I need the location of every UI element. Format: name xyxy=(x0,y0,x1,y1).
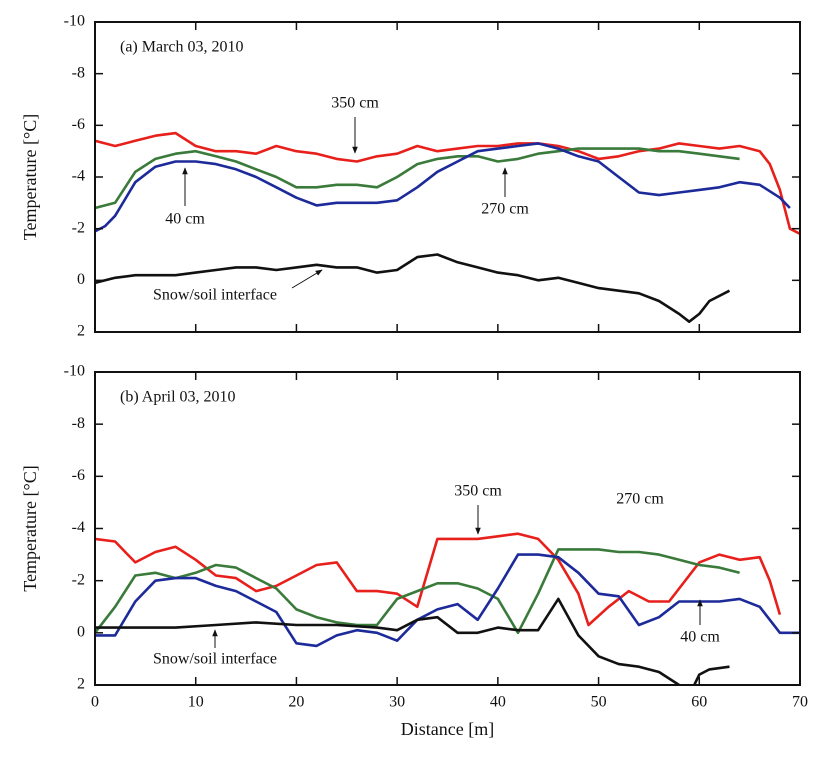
y-tick-label: -10 xyxy=(64,13,85,30)
series-line xyxy=(95,597,730,685)
y-tick-label: 0 xyxy=(77,271,85,288)
plot-frame xyxy=(94,21,801,333)
x-axis-label: Distance [m] xyxy=(401,719,494,739)
x-tick-label: 0 xyxy=(91,694,99,711)
series-annotation: 350 cm xyxy=(454,483,502,500)
series-annotation: 270 cm xyxy=(616,491,664,508)
series-annotation: 40 cm xyxy=(680,629,720,646)
x-tick-label: 40 xyxy=(490,694,506,711)
y-tick-label: -8 xyxy=(72,64,85,81)
panel-title: (b) April 03, 2010 xyxy=(120,389,236,406)
y-tick-label: -6 xyxy=(72,467,85,484)
y-tick-label: 0 xyxy=(77,624,85,641)
series-annotation: Snow/soil interface xyxy=(153,651,277,668)
x-tick-label: 10 xyxy=(188,694,204,711)
y-tick-label: -6 xyxy=(72,116,85,133)
y-tick-label: 2 xyxy=(77,323,85,340)
x-tick-label: 30 xyxy=(389,694,405,711)
x-tick-label: 50 xyxy=(591,694,607,711)
annotation-arrow xyxy=(291,269,323,289)
series-line xyxy=(95,548,740,635)
series-annotation: 40 cm xyxy=(165,211,205,228)
y-tick-label: -4 xyxy=(72,168,85,185)
y-axis-label: Temperature [°C] xyxy=(20,114,40,240)
y-tick-label: -8 xyxy=(72,415,85,432)
series-annotation: 270 cm xyxy=(481,201,529,218)
series-annotation: 350 cm xyxy=(331,95,379,112)
series-line xyxy=(95,147,740,210)
y-tick-label: -10 xyxy=(64,363,85,380)
series-line xyxy=(95,253,731,323)
x-tick-label: 60 xyxy=(691,694,707,711)
y-tick-label: 2 xyxy=(77,676,85,693)
series-line xyxy=(95,532,782,627)
y-tick-label: -2 xyxy=(72,571,85,588)
y-tick-label: -2 xyxy=(72,219,85,236)
x-tick-label: 70 xyxy=(792,694,808,711)
series-line xyxy=(95,553,800,648)
x-tick-label: 20 xyxy=(288,694,304,711)
y-axis-label: Temperature [°C] xyxy=(20,465,40,591)
series-line xyxy=(95,142,791,233)
series-annotation: Snow/soil interface xyxy=(153,287,277,304)
panel-title: (a) March 03, 2010 xyxy=(120,39,244,56)
y-tick-label: -4 xyxy=(72,519,85,536)
series-line xyxy=(95,131,800,235)
